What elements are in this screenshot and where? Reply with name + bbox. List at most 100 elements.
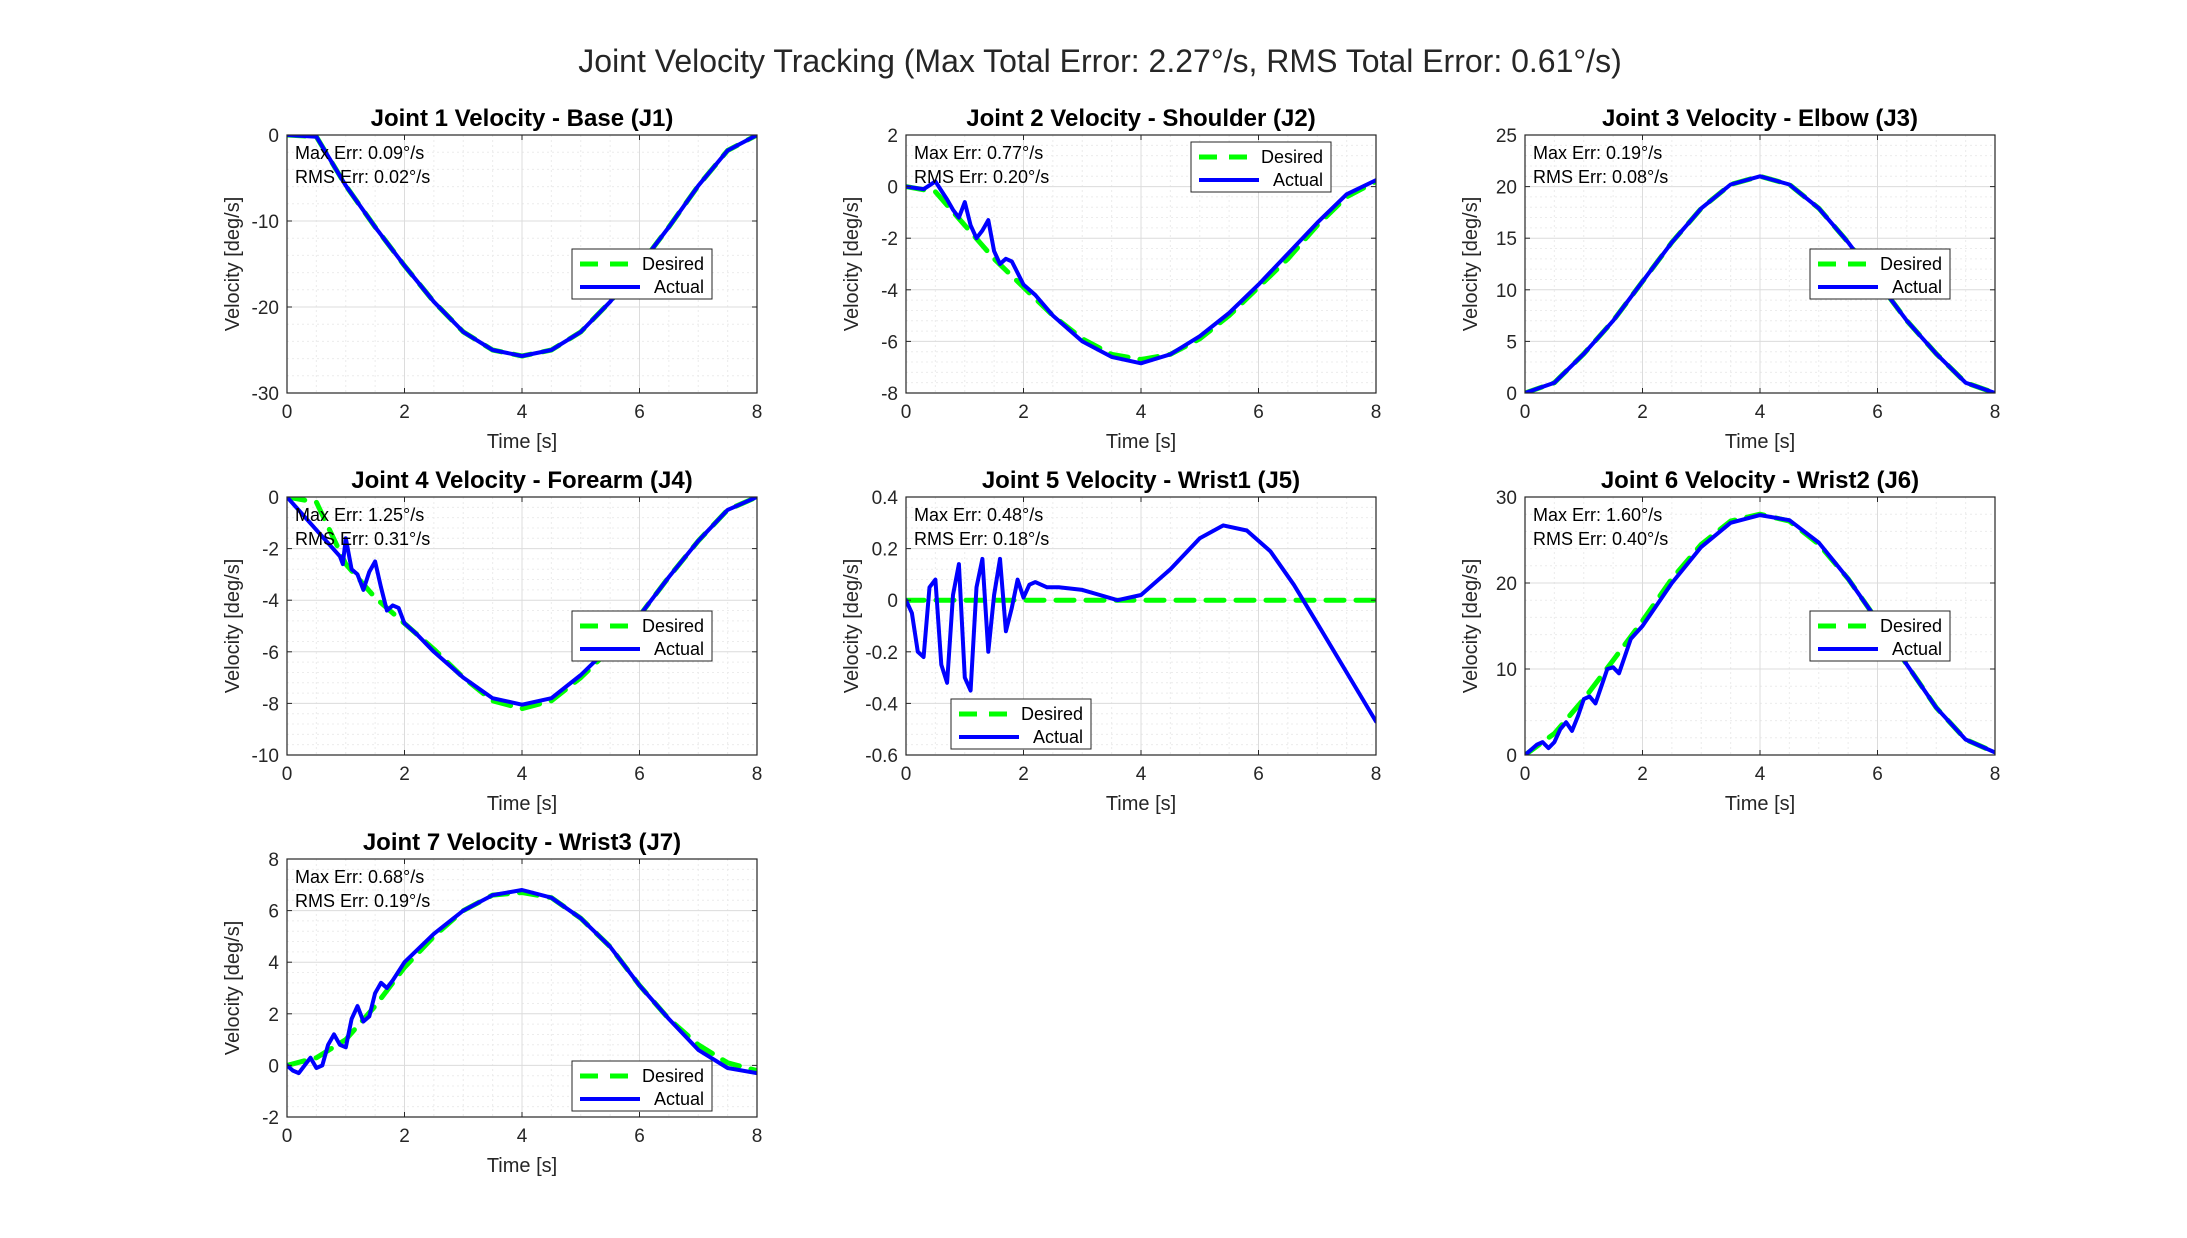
rms-error-annotation: RMS Err: 0.02°/s xyxy=(295,167,430,187)
x-axis-label: Time [s] xyxy=(1106,431,1176,453)
series-group xyxy=(906,523,1376,724)
y-axis-label: Velocity [deg/s] xyxy=(841,197,863,332)
legend-label-actual: Actual xyxy=(654,639,704,659)
y-axis-label: Velocity [deg/s] xyxy=(222,921,244,1056)
legend-label-desired: Desired xyxy=(642,254,704,274)
subplot-2: 0 2 4 6 8 -8 -6 -4 -2 0 2 Time [s] Velocity [deg/s] J… xyxy=(841,105,1381,453)
legend: Desired Actual xyxy=(1809,610,1951,662)
y-axis-label: Velocity [deg/s] xyxy=(1460,559,1482,694)
rms-error-annotation: RMS Err: 0.20°/s xyxy=(914,167,1049,187)
y-tick-label: 15 xyxy=(1496,229,1517,250)
subplot-title: Joint 6 Velocity - Wrist2 (J6) xyxy=(1601,467,1919,494)
subplot-3: 0 2 4 6 8 0 5 10 15 20 25 Time [s] Velocity [deg/s] J… xyxy=(1460,105,2000,453)
series-group xyxy=(1525,173,1995,393)
x-tick-label: 8 xyxy=(752,1126,763,1147)
legend-label-actual: Actual xyxy=(1273,170,1323,190)
y-tick-label: 10 xyxy=(1496,281,1517,302)
x-axis-label: Time [s] xyxy=(1725,793,1795,815)
subplot-title: Joint 1 Velocity - Base (J1) xyxy=(371,105,674,132)
x-tick-label: 6 xyxy=(634,402,645,423)
y-axis-label: Velocity [deg/s] xyxy=(222,197,244,332)
figure-suptitle: Joint Velocity Tracking (Max Total Error… xyxy=(578,43,1621,79)
rms-error-annotation: RMS Err: 0.19°/s xyxy=(295,891,430,911)
x-axis-label: Time [s] xyxy=(487,793,557,815)
max-error-annotation: Max Err: 0.77°/s xyxy=(914,143,1043,163)
y-tick-label: -0.6 xyxy=(865,746,898,767)
y-tick-label: 0 xyxy=(1506,746,1517,767)
series-group xyxy=(1525,511,1995,755)
max-error-annotation: Max Err: 0.68°/s xyxy=(295,867,424,887)
legend-label-actual: Actual xyxy=(1892,277,1942,297)
y-tick-label: 2 xyxy=(268,1005,279,1026)
legend-label-actual: Actual xyxy=(1892,639,1942,659)
subplot-title: Joint 3 Velocity - Elbow (J3) xyxy=(1602,105,1918,132)
y-tick-label: 0.2 xyxy=(872,540,898,561)
y-tick-label: 6 xyxy=(268,902,279,923)
x-tick-label: 4 xyxy=(517,1126,528,1147)
x-tick-label: 0 xyxy=(1520,402,1531,423)
x-tick-label: 6 xyxy=(1872,764,1883,785)
legend-label-actual: Actual xyxy=(654,277,704,297)
series-line-actual xyxy=(906,178,1376,366)
x-tick-label: 2 xyxy=(1637,764,1648,785)
legend-label-desired: Desired xyxy=(1880,616,1942,636)
y-tick-label: -2 xyxy=(881,229,898,250)
series-line-actual xyxy=(1525,513,1995,755)
max-error-annotation: Max Err: 1.60°/s xyxy=(1533,505,1662,525)
y-tick-label: 0 xyxy=(887,591,898,612)
x-tick-label: 4 xyxy=(1136,764,1147,785)
x-tick-label: 4 xyxy=(1136,402,1147,423)
y-tick-label: 8 xyxy=(268,850,279,871)
legend: Desired Actual xyxy=(950,698,1092,750)
y-tick-label: 0.4 xyxy=(872,488,899,509)
x-tick-label: 8 xyxy=(752,764,763,785)
x-tick-label: 4 xyxy=(1755,402,1766,423)
x-axis-label: Time [s] xyxy=(1725,431,1795,453)
legend-label-desired: Desired xyxy=(642,1066,704,1086)
series-group xyxy=(287,135,757,359)
rms-error-annotation: RMS Err: 0.08°/s xyxy=(1533,167,1668,187)
y-axis-label: Velocity [deg/s] xyxy=(1460,197,1482,332)
y-tick-label: -4 xyxy=(881,281,898,302)
max-error-annotation: Max Err: 0.19°/s xyxy=(1533,143,1662,163)
y-axis-label: Velocity [deg/s] xyxy=(841,559,863,694)
subplot-title: Joint 7 Velocity - Wrist3 (J7) xyxy=(363,829,681,856)
y-tick-label: 4 xyxy=(268,953,279,974)
legend: Desired Actual xyxy=(571,610,713,662)
y-tick-label: -8 xyxy=(881,384,898,405)
legend-label-actual: Actual xyxy=(1033,727,1083,747)
series-line-actual xyxy=(287,888,757,1076)
series-line-actual xyxy=(1525,174,1995,393)
y-tick-label: -10 xyxy=(252,746,279,767)
x-tick-label: 2 xyxy=(1018,402,1029,423)
y-tick-label: -4 xyxy=(262,591,279,612)
x-tick-label: 6 xyxy=(1872,402,1883,423)
subplot-6: 0 2 4 6 8 0 10 20 30 Time [s] Velocity [deg/s] Join… xyxy=(1460,467,2000,815)
x-tick-label: 0 xyxy=(282,764,293,785)
x-tick-label: 6 xyxy=(1253,764,1264,785)
y-tick-label: 0 xyxy=(1506,384,1517,405)
y-tick-label: -8 xyxy=(262,694,279,715)
legend-label-desired: Desired xyxy=(1021,704,1083,724)
legend: Desired Actual xyxy=(1809,248,1951,300)
y-tick-label: 2 xyxy=(887,126,898,147)
y-tick-label: 20 xyxy=(1496,574,1517,595)
x-tick-label: 0 xyxy=(1520,764,1531,785)
y-tick-label: 5 xyxy=(1506,332,1517,353)
series-line-actual xyxy=(906,523,1376,724)
subplot-title: Joint 5 Velocity - Wrist1 (J5) xyxy=(982,467,1300,494)
x-tick-label: 0 xyxy=(901,764,912,785)
y-tick-label: 0 xyxy=(268,488,279,509)
x-tick-label: 8 xyxy=(752,402,763,423)
legend: Desired Actual xyxy=(1190,141,1332,193)
y-tick-label: -6 xyxy=(262,643,279,664)
max-error-annotation: Max Err: 0.48°/s xyxy=(914,505,1043,525)
y-tick-label: -30 xyxy=(252,384,279,405)
x-tick-label: 0 xyxy=(901,402,912,423)
x-tick-label: 4 xyxy=(517,764,528,785)
y-tick-label: -2 xyxy=(262,1108,279,1129)
y-tick-label: 10 xyxy=(1496,660,1517,681)
x-tick-label: 0 xyxy=(282,1126,293,1147)
